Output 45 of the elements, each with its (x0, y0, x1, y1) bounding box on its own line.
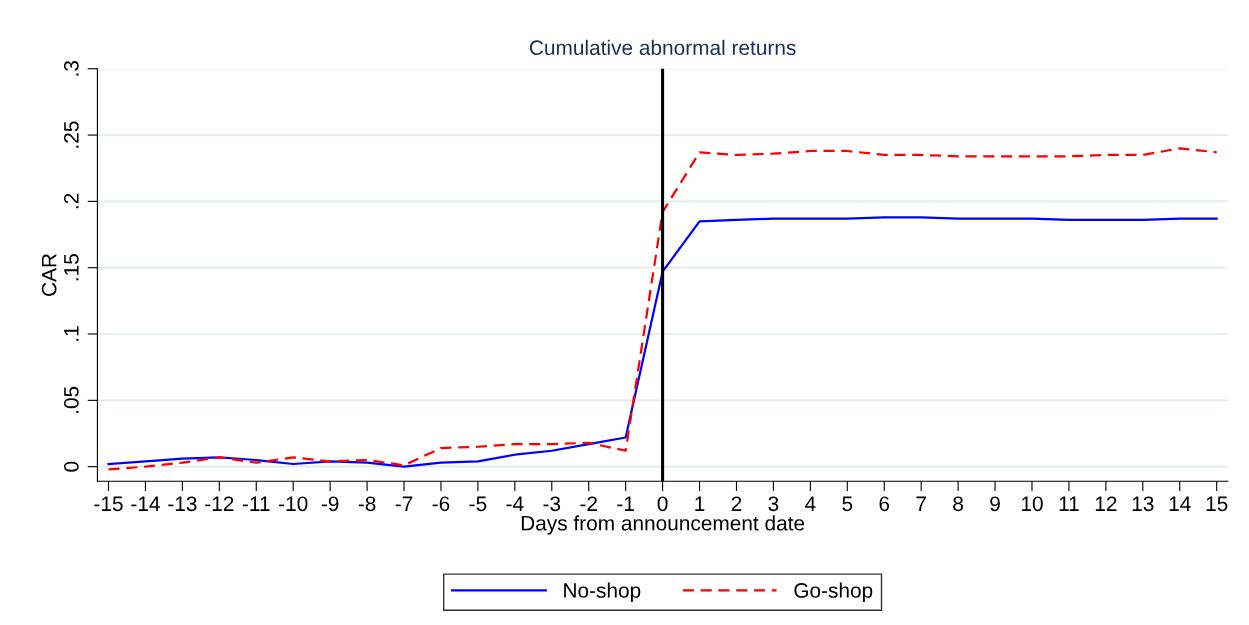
x-tick-label: -9 (321, 496, 339, 512)
y-tick-label: .05 (63, 386, 79, 413)
x-tick-label: -12 (205, 496, 234, 511)
x-tick-label: -2 (580, 496, 597, 511)
x-tick-label: 12 (1095, 496, 1117, 511)
legend-label: Go-shop (794, 582, 873, 602)
x-tick-label: -13 (168, 496, 197, 512)
x-tick-label: 10 (1021, 496, 1043, 512)
x-axis-title: Days from announcement date (521, 515, 805, 535)
x-tick-label: 11 (1059, 496, 1079, 511)
x-tick-label: -10 (279, 496, 308, 512)
y-tick-label: 0 (63, 461, 79, 472)
line-series (107, 147, 1218, 471)
x-tick-label: -5 (469, 496, 487, 512)
line-series (107, 216, 1218, 468)
x-tick-label: -1 (617, 496, 634, 511)
x-tick-label: 5 (842, 496, 853, 512)
x-tick-label: 3 (768, 496, 779, 512)
y-tick-label: .3 (63, 60, 79, 76)
x-tick-label: 1 (695, 496, 705, 511)
x-tick-label: 4 (805, 496, 816, 511)
x-tick-label: 13 (1132, 496, 1154, 512)
y-tick-label: .25 (63, 121, 79, 148)
x-tick-label: -11 (242, 496, 270, 511)
x-tick-label: 9 (990, 496, 1000, 512)
x-tick-label: -3 (543, 496, 561, 512)
x-tick-label: -4 (506, 496, 524, 511)
x-tick-label: 2 (731, 496, 742, 511)
x-tick-label: -7 (395, 496, 413, 511)
x-tick-label: 8 (953, 496, 963, 512)
x-tick-label: -15 (94, 496, 123, 512)
x-tick-label: -8 (358, 496, 376, 512)
x-tick-label: 0 (657, 496, 668, 512)
y-tick-label: .1 (64, 326, 79, 341)
chart-title: Cumulative abnormal returns (529, 39, 796, 56)
x-tick-label: 15 (1206, 496, 1228, 512)
x-tick-label: -14 (131, 496, 160, 511)
legend-label: No-shop (564, 582, 641, 602)
x-tick-label: 14 (1169, 496, 1191, 511)
y-tick-label: .2 (63, 193, 79, 209)
y-tick-label: .15 (64, 254, 79, 281)
x-tick-label: 7 (916, 496, 926, 511)
x-tick-label: 6 (879, 496, 890, 512)
y-axis-title: CAR (41, 253, 57, 296)
x-tick-label: -6 (432, 496, 450, 512)
